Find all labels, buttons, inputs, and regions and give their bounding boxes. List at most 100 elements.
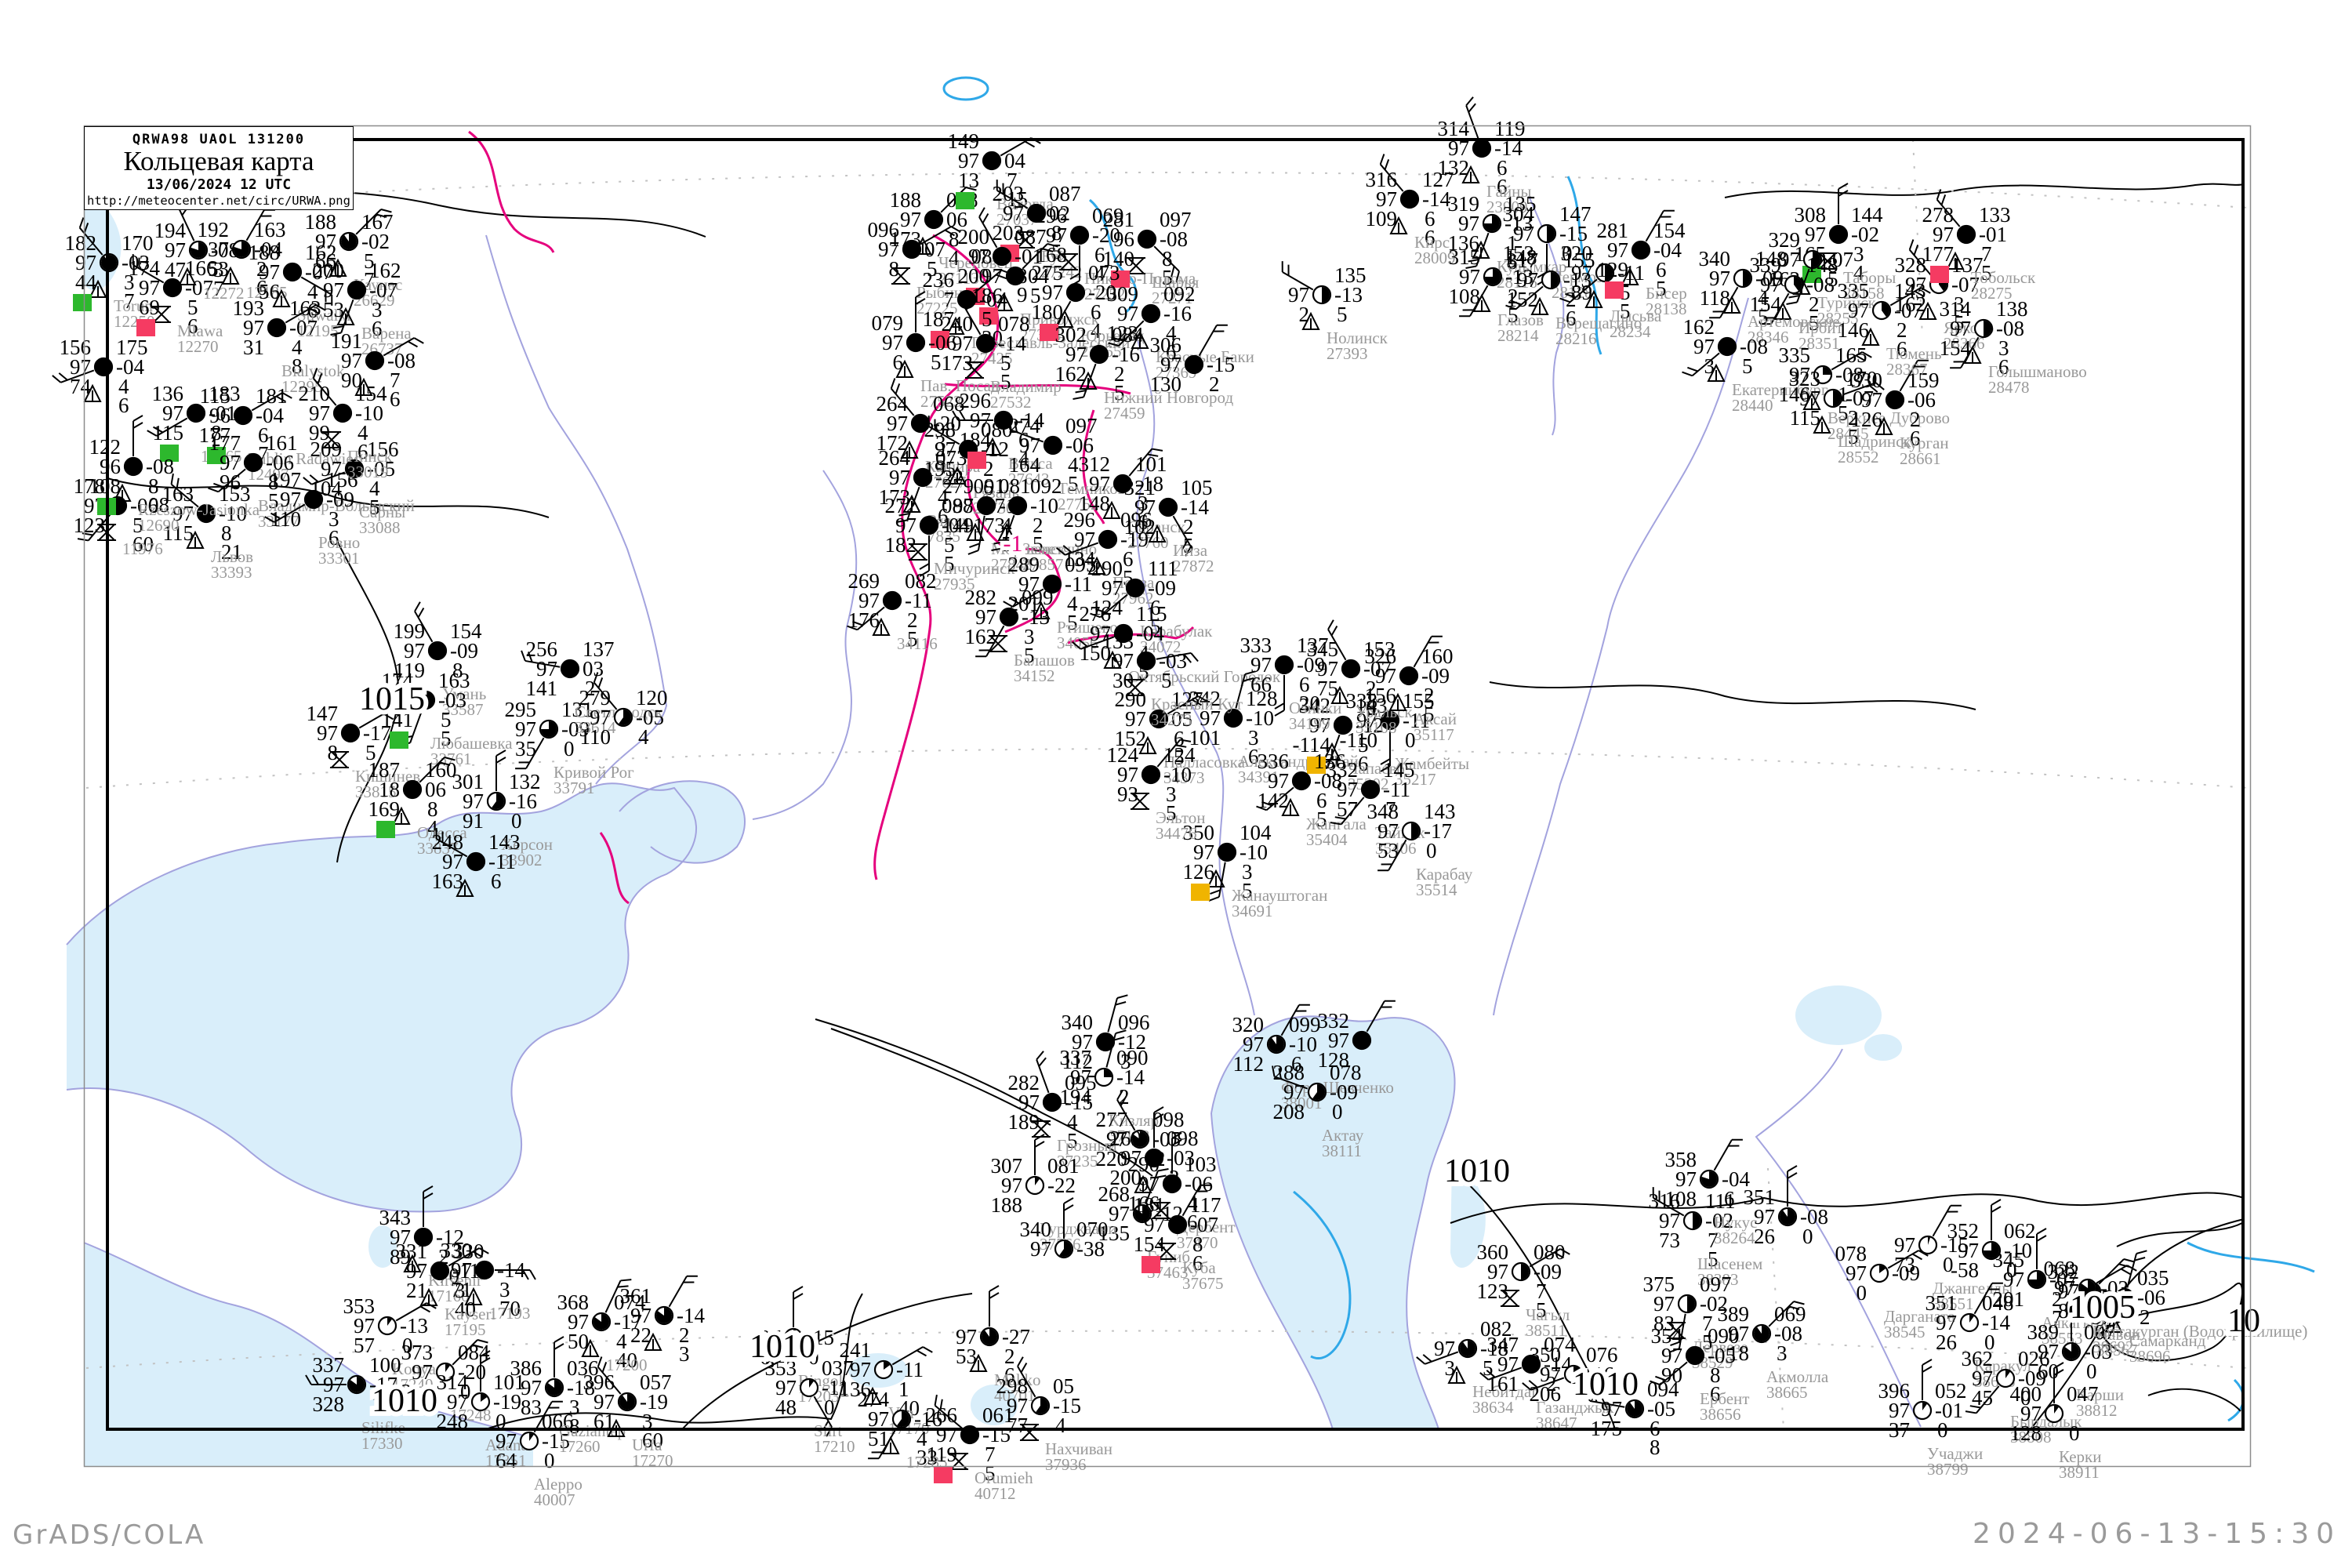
svg-text:-01: -01: [1014, 245, 1043, 268]
svg-text:142: 142: [1258, 789, 1290, 812]
svg-text:97: 97: [958, 149, 979, 172]
svg-text:27225: 27225: [916, 299, 958, 318]
svg-text:18: 18: [1728, 1341, 1749, 1365]
svg-text:161: 161: [266, 431, 298, 455]
svg-text:328: 328: [313, 1392, 345, 1416]
svg-text:173: 173: [974, 514, 1006, 537]
svg-text:163: 163: [254, 218, 286, 241]
svg-text:33393: 33393: [211, 563, 252, 582]
svg-text:0: 0: [544, 1449, 555, 1472]
svg-text:-04: -04: [256, 404, 284, 427]
svg-text:6: 6: [256, 276, 267, 299]
svg-text:4: 4: [949, 246, 960, 270]
svg-text:087: 087: [1049, 182, 1081, 205]
svg-text:38692: 38692: [2092, 1338, 2134, 1356]
svg-text:Lublin Radawiec: Lublin Radawiec: [248, 449, 361, 468]
svg-text:-09: -09: [326, 488, 354, 511]
svg-text:6: 6: [390, 387, 401, 411]
svg-text:6: 6: [328, 526, 339, 550]
svg-text:177: 177: [199, 423, 231, 447]
svg-text:35: 35: [515, 737, 536, 760]
svg-text:97: 97: [259, 260, 280, 284]
svg-text:7: 7: [124, 289, 135, 313]
svg-text:087: 087: [1014, 225, 1047, 249]
svg-text:28216: 28216: [1555, 329, 1597, 348]
svg-text:156: 156: [1365, 684, 1397, 707]
svg-text:6: 6: [893, 350, 904, 374]
svg-text:169: 169: [368, 797, 401, 821]
svg-text:5: 5: [369, 495, 380, 519]
svg-text:110: 110: [270, 507, 302, 531]
svg-text:5: 5: [364, 249, 375, 273]
svg-text:130: 130: [1150, 372, 1182, 396]
svg-text:5: 5: [187, 296, 198, 319]
svg-text:110: 110: [580, 725, 612, 749]
svg-text:5: 5: [132, 514, 143, 537]
svg-text:83: 83: [521, 1396, 542, 1419]
svg-text:13: 13: [958, 169, 979, 192]
svg-text:203: 203: [993, 182, 1025, 205]
svg-text:109: 109: [1366, 207, 1398, 230]
svg-text:-10: -10: [219, 502, 247, 525]
svg-text:176: 176: [848, 608, 880, 632]
svg-text:3: 3: [1777, 1341, 1788, 1365]
svg-text:-06: -06: [130, 494, 158, 517]
svg-text:149: 149: [942, 514, 975, 537]
svg-text:-10: -10: [355, 401, 383, 425]
svg-text:6: 6: [491, 869, 502, 893]
svg-text:97: 97: [968, 245, 989, 268]
lake-tuz: [368, 1225, 397, 1268]
borders-and-isobars: [107, 183, 2245, 1430]
svg-text:97: 97: [1030, 1237, 1051, 1261]
svg-text:104: 104: [310, 477, 343, 500]
svg-text:12690: 12690: [138, 516, 180, 535]
svg-text:-09: -09: [1892, 1261, 1920, 1285]
svg-text:5: 5: [1337, 303, 1348, 326]
svg-text:4: 4: [638, 725, 649, 749]
mediterranean: [84, 1243, 533, 1466]
svg-text:-38: -38: [1076, 1237, 1105, 1261]
svg-text:8: 8: [1051, 221, 1062, 245]
svg-text:210: 210: [299, 382, 331, 405]
svg-text:33019: 33019: [347, 463, 389, 481]
svg-text:129: 129: [1597, 258, 1629, 281]
svg-text:17193: 17193: [489, 1304, 531, 1323]
svg-text:35117: 35117: [1414, 725, 1454, 744]
svg-text:26: 26: [1754, 1225, 1775, 1248]
svg-text:6: 6: [187, 314, 198, 338]
svg-text:4: 4: [358, 421, 368, 445]
svg-text:45: 45: [1972, 1386, 1993, 1410]
aral-sea-small: [1864, 1034, 1902, 1061]
svg-text:3: 3: [679, 1342, 690, 1366]
svg-text:11976: 11976: [122, 539, 163, 558]
svg-text:Пинск: Пинск: [347, 447, 393, 466]
svg-text:97: 97: [280, 488, 301, 511]
svg-text:12272: 12272: [203, 284, 245, 303]
